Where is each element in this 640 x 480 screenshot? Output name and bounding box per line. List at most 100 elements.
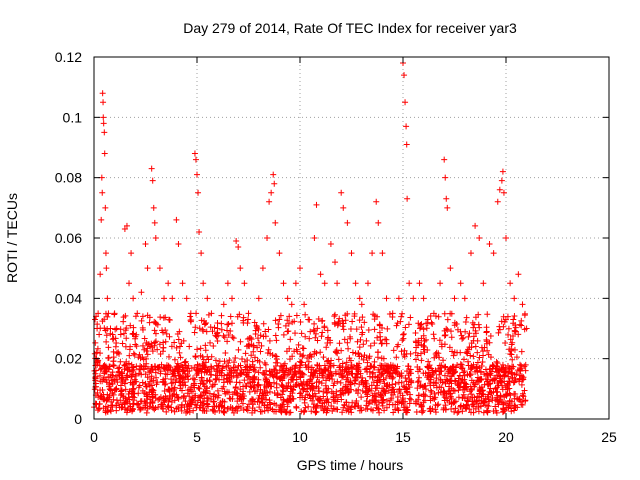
data-point	[450, 352, 457, 359]
data-point	[486, 241, 493, 248]
data-point	[415, 392, 422, 399]
data-point	[384, 325, 391, 332]
data-point	[276, 316, 283, 323]
data-point	[413, 409, 420, 416]
data-point	[316, 388, 323, 395]
data-point	[282, 322, 289, 329]
data-point	[514, 367, 521, 374]
data-point	[397, 390, 404, 397]
data-point	[366, 373, 373, 380]
data-point	[161, 365, 168, 372]
data-point	[373, 198, 380, 205]
x-tick-label: 25	[601, 429, 617, 445]
data-point	[272, 317, 279, 324]
data-point	[478, 383, 485, 390]
data-point	[397, 318, 404, 325]
data-point	[435, 313, 442, 320]
data-point	[436, 354, 443, 361]
data-point	[481, 344, 488, 351]
data-point	[379, 397, 386, 404]
data-point	[231, 388, 238, 395]
data-point	[519, 401, 526, 408]
data-point	[262, 328, 269, 335]
data-point	[511, 402, 518, 409]
data-point	[286, 395, 293, 402]
data-point	[233, 379, 240, 386]
data-point	[379, 250, 386, 257]
data-point	[460, 391, 467, 398]
data-point	[412, 356, 419, 363]
data-point	[144, 351, 151, 358]
data-point	[120, 318, 127, 325]
data-point	[131, 351, 138, 358]
data-point	[121, 400, 128, 407]
data-point	[497, 393, 504, 400]
data-point	[451, 399, 458, 406]
data-point	[423, 325, 430, 332]
data-point	[500, 364, 507, 371]
data-point	[239, 400, 246, 407]
data-point	[117, 388, 124, 395]
data-point	[465, 358, 472, 365]
data-point	[331, 313, 338, 320]
data-point	[500, 406, 507, 413]
data-point	[187, 313, 194, 320]
data-point	[230, 364, 237, 371]
data-point	[168, 343, 175, 350]
data-point	[297, 318, 304, 325]
data-point	[176, 349, 183, 356]
data-point	[221, 358, 228, 365]
data-point	[152, 369, 159, 376]
data-point	[132, 313, 139, 320]
data-point	[358, 324, 365, 331]
data-point	[285, 383, 292, 390]
data-point	[356, 407, 363, 414]
data-point	[290, 395, 297, 402]
data-point	[387, 370, 394, 377]
data-point	[106, 385, 113, 392]
data-point	[194, 402, 201, 409]
data-point	[418, 335, 425, 342]
data-point	[487, 333, 494, 340]
data-point	[500, 369, 507, 376]
data-point	[521, 387, 528, 394]
data-point	[173, 344, 180, 351]
data-point	[304, 354, 311, 361]
data-point	[455, 408, 462, 415]
data-point	[425, 369, 432, 376]
data-point	[144, 399, 151, 406]
data-point	[499, 168, 506, 175]
data-point	[297, 369, 304, 376]
data-point	[367, 362, 374, 369]
data-point	[121, 225, 128, 232]
data-point	[398, 313, 405, 320]
data-point	[459, 335, 466, 342]
data-point	[224, 321, 231, 328]
data-point	[511, 327, 518, 334]
data-point	[248, 384, 255, 391]
data-point	[498, 378, 505, 385]
data-point	[210, 342, 217, 349]
data-point	[258, 342, 265, 349]
data-point	[214, 325, 221, 332]
data-point	[377, 394, 384, 401]
data-point	[479, 358, 486, 365]
data-point	[102, 204, 109, 211]
data-point	[113, 340, 120, 347]
data-point	[221, 404, 228, 411]
data-point	[264, 350, 271, 357]
data-point	[380, 387, 387, 394]
data-point	[479, 387, 486, 394]
data-point	[192, 156, 199, 163]
data-point	[370, 311, 377, 318]
data-point	[298, 370, 305, 377]
data-point	[254, 357, 261, 364]
data-point	[148, 165, 155, 172]
data-point	[435, 389, 442, 396]
data-point	[104, 313, 111, 320]
data-point	[213, 333, 220, 340]
data-point	[235, 346, 242, 353]
data-point	[444, 204, 451, 211]
data-point	[311, 235, 318, 241]
data-point	[307, 351, 314, 358]
